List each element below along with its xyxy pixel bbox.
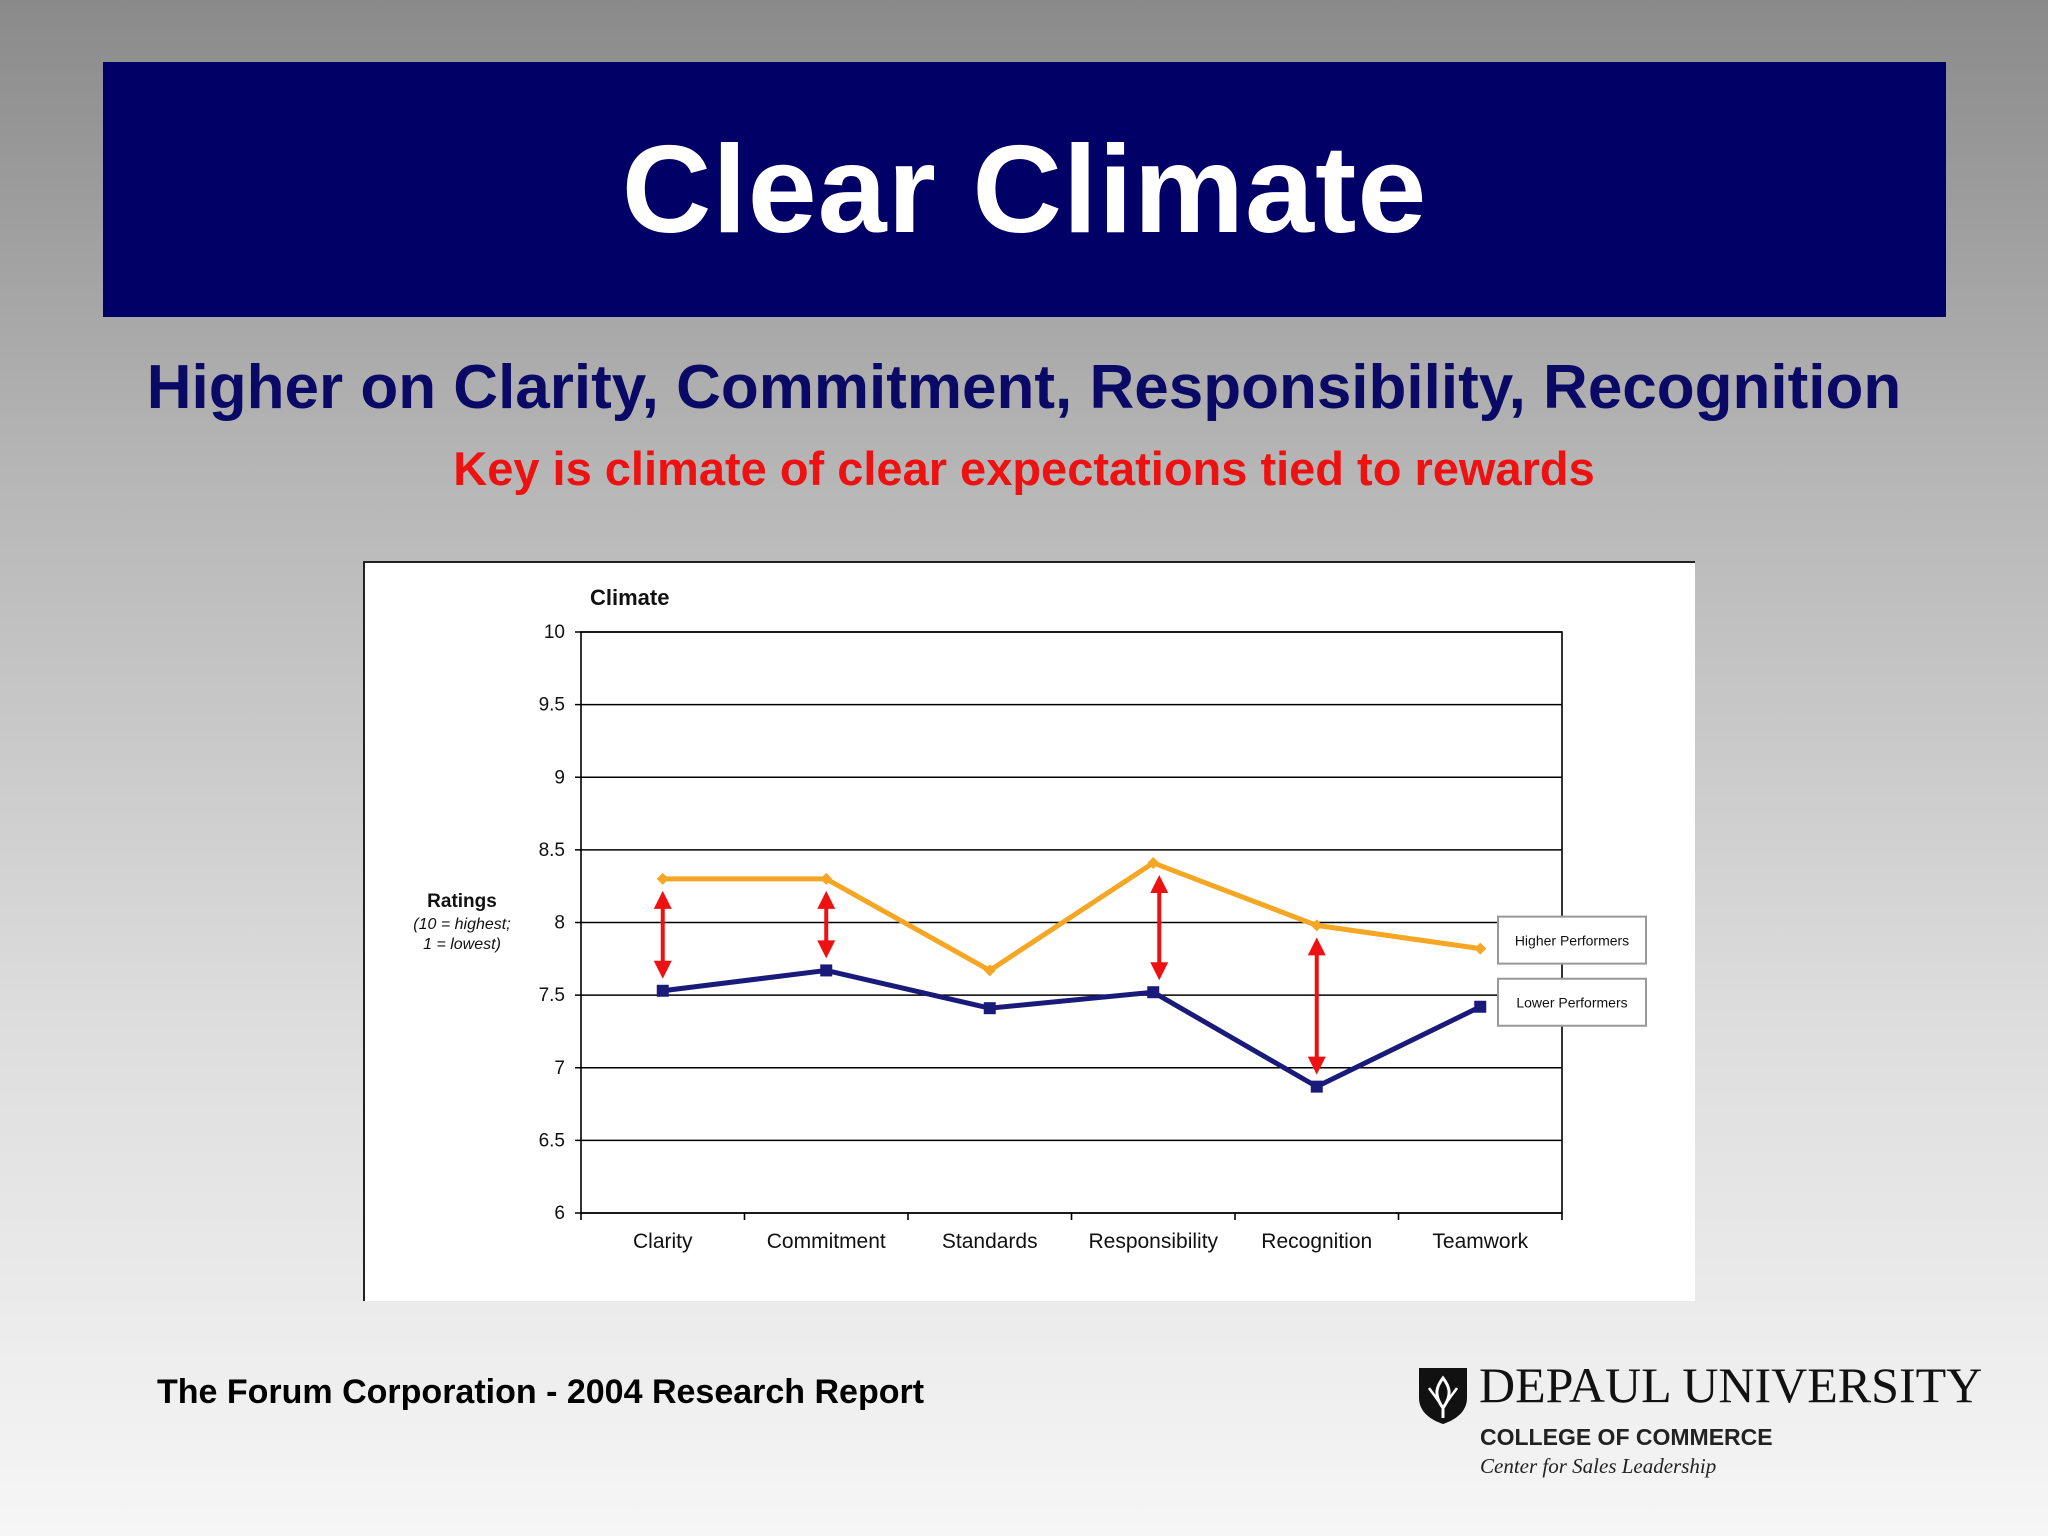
x-tick-label: Commitment (767, 1230, 886, 1253)
gap-arrow-head-up (653, 890, 672, 909)
y-axis-note: (10 = highest; (413, 916, 510, 933)
gap-arrow-head-down (817, 940, 836, 959)
title-bar: Clear Climate (103, 62, 1946, 317)
x-tick-label: Teamwork (1432, 1230, 1528, 1253)
data-point (1474, 942, 1487, 955)
x-tick-label: Recognition (1261, 1230, 1372, 1253)
series-line-lower (662, 967, 1482, 1090)
logo-university-name: DEPAUL UNIVERSITY (1479, 1357, 1983, 1413)
data-point (1147, 986, 1160, 999)
gap-arrow-head-down (1150, 962, 1169, 981)
legend-box (1497, 915, 1647, 965)
y-tick-label: 9 (554, 767, 565, 788)
x-tick-label: Standards (942, 1230, 1038, 1253)
y-tick-label: 8.5 (539, 840, 565, 861)
slide-title: Clear Climate (621, 120, 1428, 259)
gap-arrow-head-down (653, 960, 672, 979)
data-point (656, 872, 669, 885)
x-tick-label: Responsibility (1088, 1230, 1218, 1253)
data-point (656, 984, 669, 997)
source-citation: The Forum Corporation - 2004 Research Re… (157, 1373, 925, 1411)
climate-chart: 6 6.5 7 7.5 8 8.5 9 9.5 10 Clarity Commitment Stand… (363, 561, 1695, 1301)
series-line-higher (662, 860, 1481, 973)
gap-arrow-head-up (1307, 937, 1326, 956)
y-axis-note: 1 = lowest) (423, 936, 501, 953)
gap-arrow-head-down (1307, 1056, 1326, 1075)
y-axis-label: Ratings (427, 891, 497, 912)
data-point (1474, 1000, 1487, 1013)
gap-arrow-head-up (817, 890, 836, 909)
legend-box (1497, 977, 1647, 1027)
depaul-logo: DEPAUL UNIVERSITY COLLEGE OF COMMERCE Ce… (1415, 1357, 1982, 1482)
gap-arrow-head-up (1150, 874, 1169, 893)
shield-icon (1419, 1368, 1467, 1424)
y-tick-label: 7 (554, 1058, 565, 1079)
data-point (983, 1002, 996, 1015)
data-point (820, 964, 833, 977)
data-point (1310, 919, 1323, 932)
y-tick-label: 6.5 (539, 1130, 565, 1151)
y-tick-label: 7.5 (539, 985, 565, 1006)
y-tick-label: 10 (544, 622, 565, 643)
data-point (983, 964, 996, 977)
logo-center-name: Center for Sales Leadership (1480, 1454, 1717, 1478)
logo-college-name: COLLEGE OF COMMERCE (1480, 1424, 1773, 1450)
y-tick-label: 6 (554, 1203, 565, 1224)
y-tick-label: 9.5 (539, 695, 565, 716)
slide-subtitle: Higher on Clarity, Commitment, Responsib… (146, 353, 1902, 422)
data-point (1310, 1080, 1323, 1093)
legend-label: Higher Performers (1515, 933, 1629, 949)
data-point (820, 872, 833, 885)
slide-tagline: Key is climate of clear expectations tie… (453, 442, 1595, 495)
legend-label: Lower Performers (1516, 995, 1627, 1011)
x-tick-label: Clarity (633, 1230, 693, 1253)
chart-canvas: 6 6.5 7 7.5 8 8.5 9 9.5 10 Clarity Commitment Stand… (413, 585, 1647, 1253)
y-tick-label: 8 (554, 913, 565, 934)
data-point (1147, 856, 1160, 869)
chart-title: Climate (590, 585, 669, 610)
